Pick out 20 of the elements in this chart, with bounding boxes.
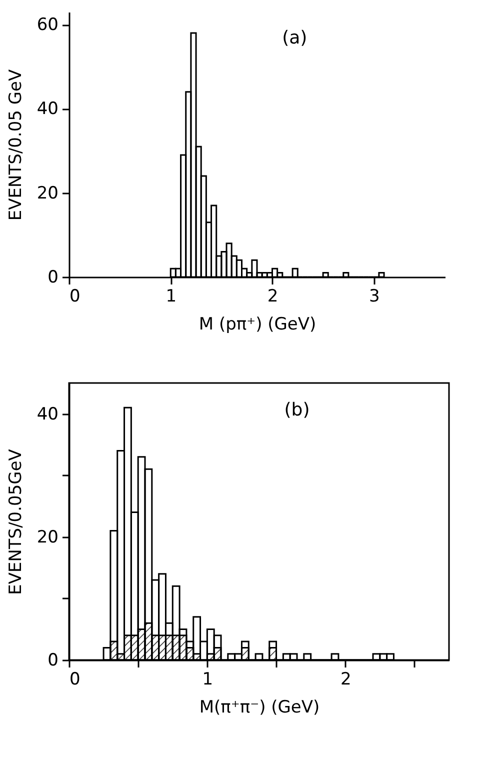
y-tick-label: 0 [48,650,58,670]
x-tick-label: 3 [368,286,380,306]
y-tick-label: 60 [36,15,58,36]
x-tick-label: 2 [267,286,278,306]
y-axis-title: EVENTS/0.05GeV [6,448,26,595]
annotation: (b) [284,400,310,421]
x-axis-title: M(π⁺π⁻) (GeV) [199,698,320,718]
annotation: (a) [282,28,308,48]
y-axis-title: EVENTS/0.05 GeV [6,69,26,221]
x-tick-label: 2 [340,670,352,690]
y-tick-label: 40 [36,404,58,424]
y-tick-label: 0 [48,268,58,288]
y-tick-label: 20 [36,183,58,204]
x-tick-label: 0 [70,286,80,306]
x-tick-label: 1 [202,670,214,690]
y-tick-label: 20 [36,527,58,548]
y-tick-label: 40 [36,99,58,120]
x-axis-title: M (pπ⁺) (GeV) [198,314,316,334]
x-tick-label: 1 [166,286,177,306]
x-tick-label: 0 [70,670,80,690]
